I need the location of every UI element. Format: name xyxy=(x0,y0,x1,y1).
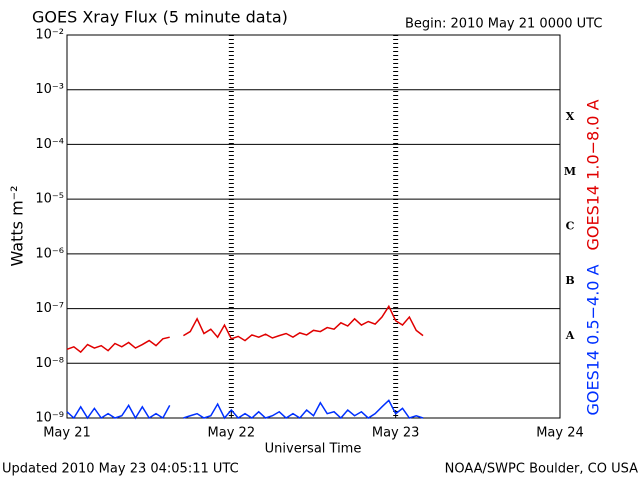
footer-right: NOAA/SWPC Boulder, CO USA xyxy=(445,462,638,477)
legend-entry: GOES14 0.5−4.0 A xyxy=(584,264,603,415)
x-tick-label: May 22 xyxy=(208,426,256,441)
plot-frame xyxy=(66,34,561,419)
series-line xyxy=(66,304,424,354)
x-axis-label: Universal Time xyxy=(265,442,362,457)
y-tick-label: 10⁻⁵ xyxy=(35,192,64,207)
chart-subtitle: Begin: 2010 May 21 0000 UTC xyxy=(405,17,602,32)
y-tick-label: 10⁻² xyxy=(35,28,64,43)
x-tick-label: May 21 xyxy=(43,426,91,441)
x-tick-label: May 24 xyxy=(536,426,584,441)
y-tick-label: 10⁻⁸ xyxy=(35,356,64,371)
series-line xyxy=(66,399,424,420)
y-tick-label: 10⁻⁶ xyxy=(35,246,64,261)
y-axis-label: Watts m⁻² xyxy=(8,185,27,266)
x-tick-label: May 23 xyxy=(372,426,420,441)
chart-title: GOES Xray Flux (5 minute data) xyxy=(32,8,288,27)
y-tick-label: 10⁻⁴ xyxy=(35,137,64,152)
y-tick-label: 10⁻³ xyxy=(35,82,64,97)
footer-left: Updated 2010 May 23 04:05:11 UTC xyxy=(2,462,239,477)
flare-class-label: C xyxy=(566,220,575,233)
flare-class-label: B xyxy=(565,274,574,287)
flare-class-label: M xyxy=(564,165,576,178)
legend-entry: GOES14 1.0−8.0 A xyxy=(584,99,603,250)
flare-class-label: X xyxy=(566,110,575,123)
y-tick-label: 10⁻⁹ xyxy=(35,411,64,426)
y-tick-label: 10⁻⁷ xyxy=(35,301,64,316)
flare-class-label: A xyxy=(565,329,575,342)
